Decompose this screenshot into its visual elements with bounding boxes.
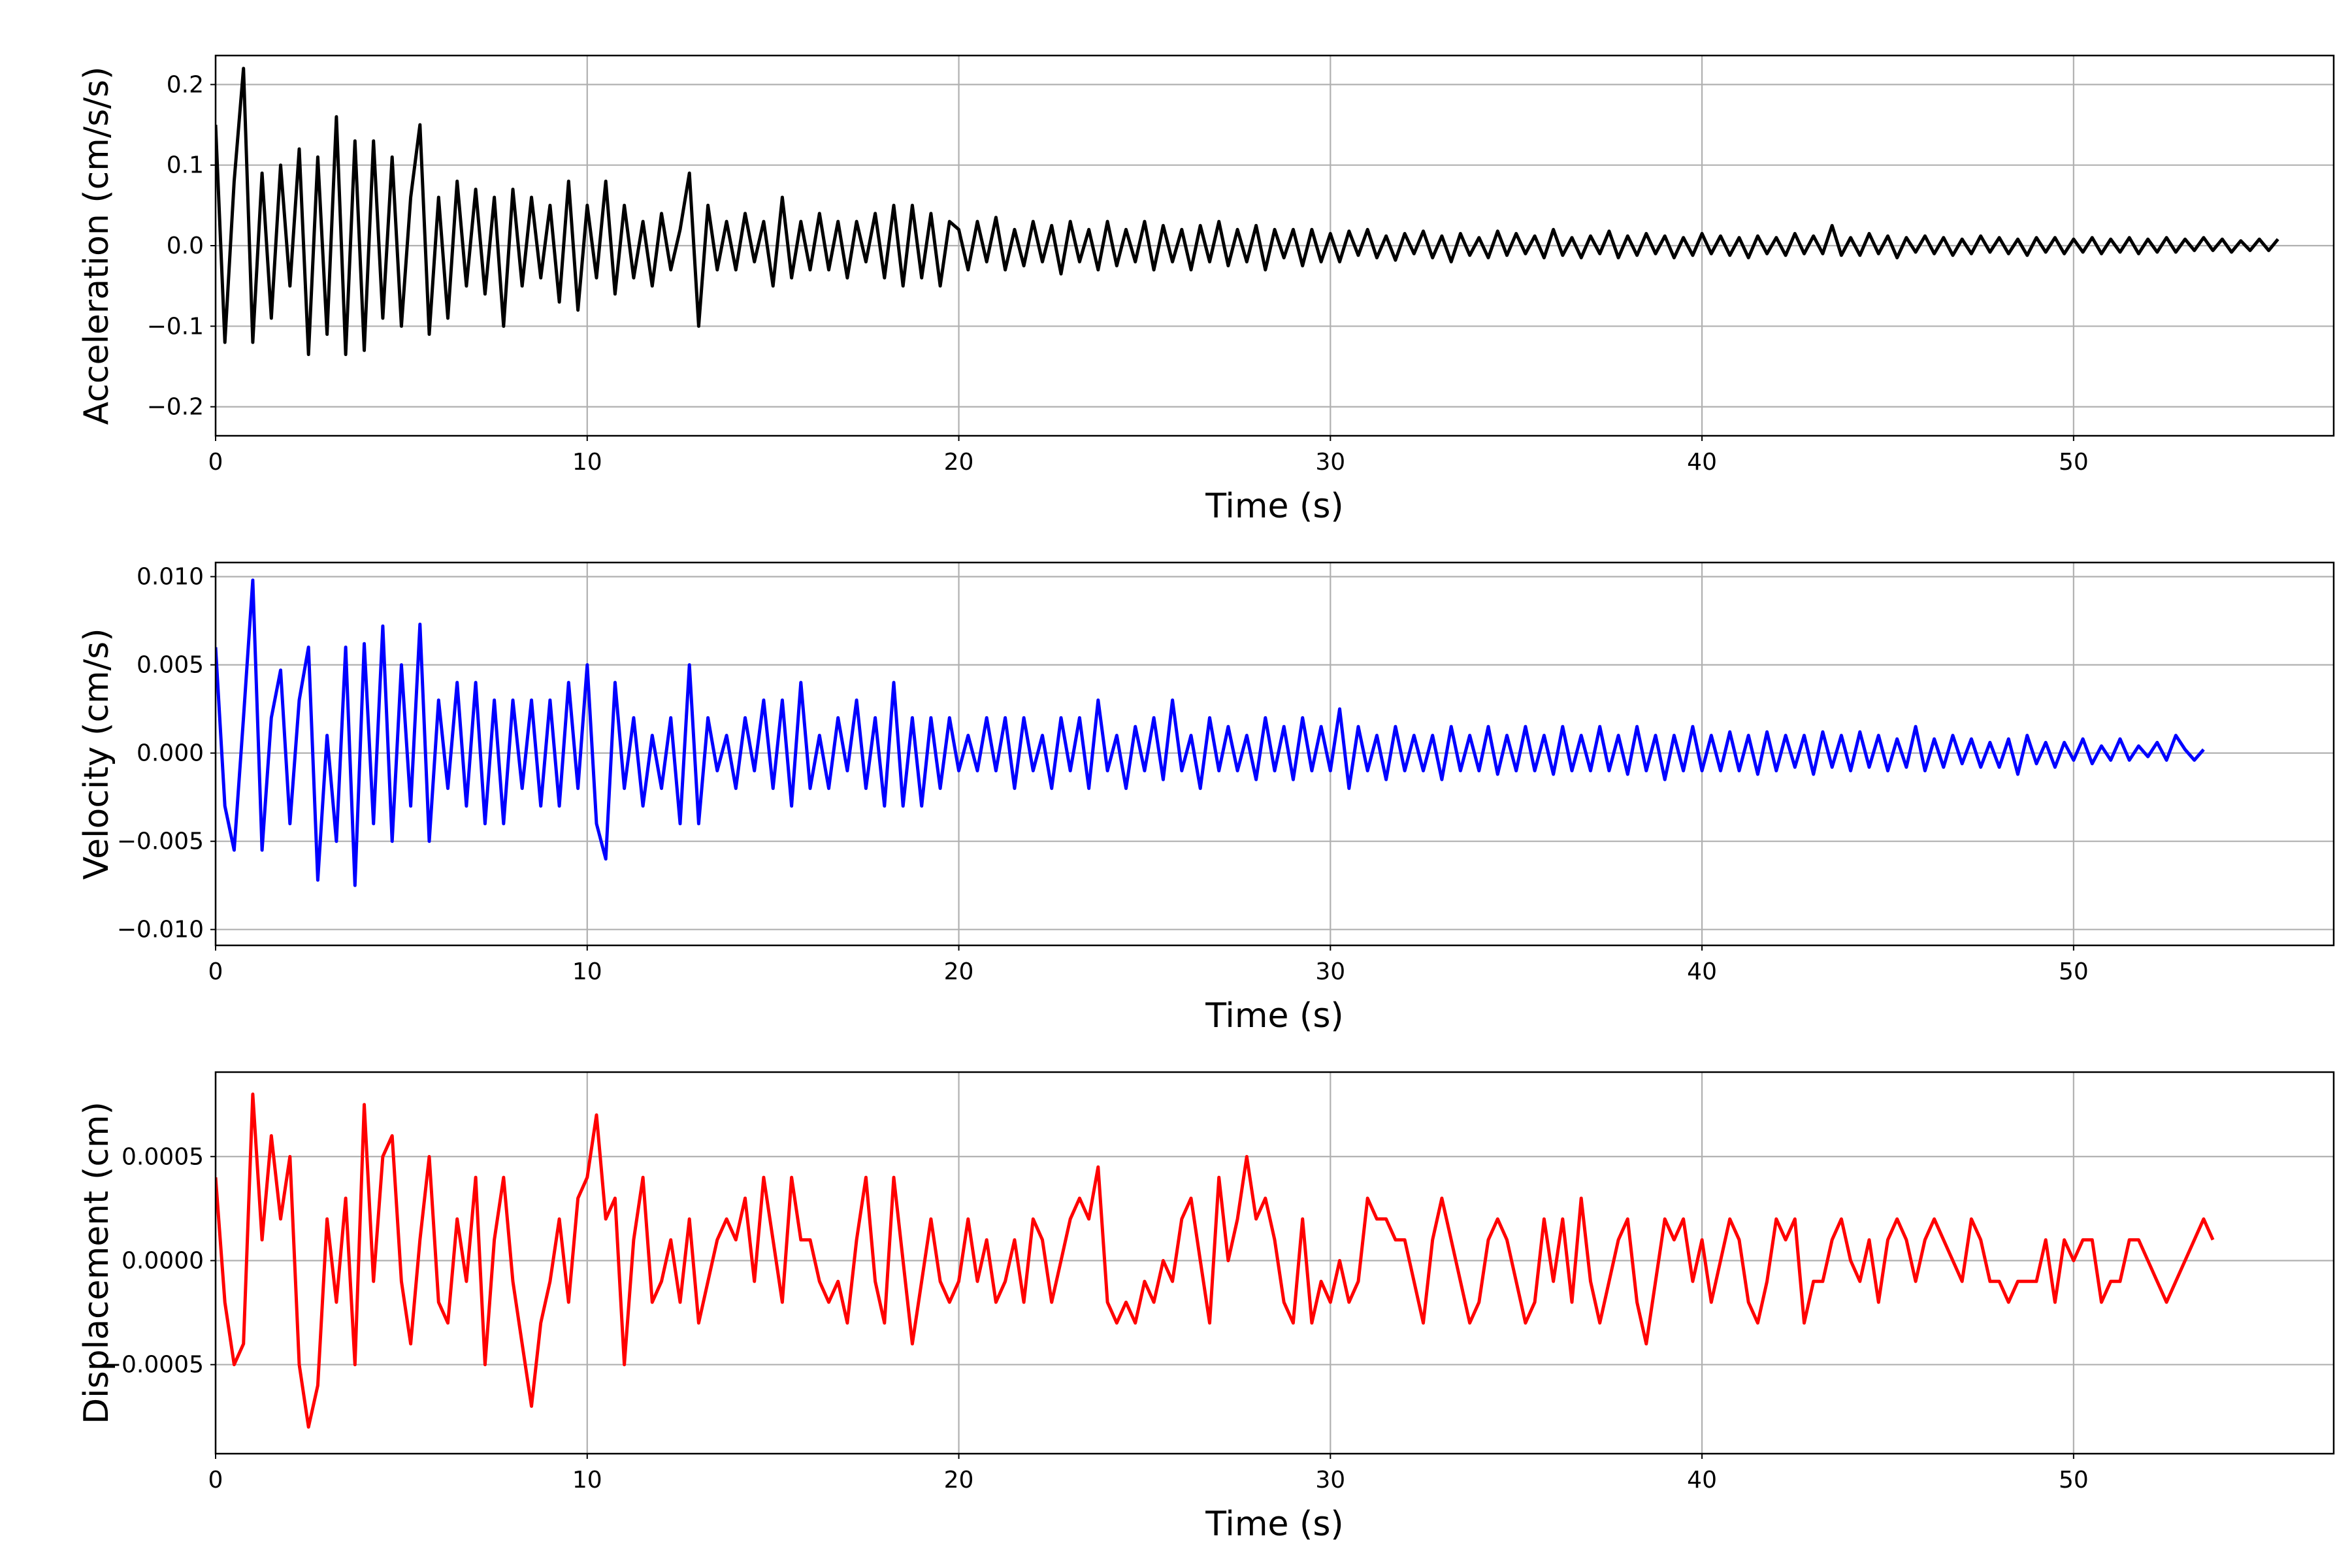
x-tick-label: 50 [2059, 958, 2089, 985]
y-tick-label: 0.1 [167, 152, 204, 179]
acceleration-subplot: 0 10 20 30 40 50 −0.2 −0.1 0.0 0.1 0.2 Time (s) Acce… [77, 54, 2335, 526]
x-axis-label: Time (s) [1205, 996, 1343, 1036]
y-axis-label: Acceleration (cm/s/s) [77, 67, 116, 425]
x-tick-label: 10 [572, 1467, 602, 1494]
y-tick-label: −0.0005 [102, 1352, 204, 1379]
x-axis-label: Time (s) [1205, 1505, 1343, 1544]
y-tick-label: 0.2 [167, 71, 204, 98]
y-tick-label: 0.010 [137, 564, 204, 591]
x-tick-label: 0 [208, 1467, 223, 1494]
x-tick-label: 10 [572, 958, 602, 985]
y-tick-label: −0.005 [117, 828, 204, 855]
x-tick-label: 30 [1315, 449, 1345, 476]
x-tick-label: 0 [208, 449, 223, 476]
y-axis-label: Displacement (cm) [77, 1102, 116, 1424]
x-tick-label: 40 [1687, 1467, 1717, 1494]
x-tick-label: 30 [1315, 958, 1345, 985]
x-tick-label: 30 [1315, 1467, 1345, 1494]
y-tick-label: −0.010 [117, 917, 204, 943]
axes-frame [214, 1071, 2335, 1455]
axes-frame [214, 54, 2335, 437]
displacement-subplot: 0 10 20 30 40 50 −0.0005 0.0000 0.0005 Time (s) Di… [77, 1071, 2335, 1544]
velocity-subplot: 0 10 20 30 40 50 −0.010 −0.005 0.000 0.005 0.010 Ti… [77, 561, 2335, 1036]
y-tick-label: 0.000 [137, 740, 204, 767]
velocity-series-line [216, 578, 2205, 887]
y-tick-label: 0.0 [167, 233, 204, 259]
y-tick-label: 0.0000 [122, 1247, 204, 1274]
acceleration-series-line [216, 67, 2279, 356]
y-axis-label: Velocity (cm/s) [77, 629, 116, 880]
axes-frame [214, 561, 2335, 947]
x-tick-label: 20 [944, 958, 974, 985]
x-axis-label: Time (s) [1205, 487, 1343, 526]
x-tick-label: 20 [944, 449, 974, 476]
y-tick-label: −0.2 [147, 394, 204, 421]
x-tick-label: 20 [944, 1467, 974, 1494]
x-tick-label: 50 [2059, 1467, 2089, 1494]
x-tick-label: 40 [1687, 449, 1717, 476]
x-tick-label: 10 [572, 449, 602, 476]
x-tick-label: 50 [2059, 449, 2089, 476]
y-tick-label: −0.1 [147, 313, 204, 340]
y-tick-label: 0.0005 [122, 1143, 204, 1170]
displacement-series-line [216, 1092, 2215, 1429]
x-tick-label: 0 [208, 958, 223, 985]
x-tick-label: 40 [1687, 958, 1717, 985]
y-tick-label: 0.005 [137, 652, 204, 679]
